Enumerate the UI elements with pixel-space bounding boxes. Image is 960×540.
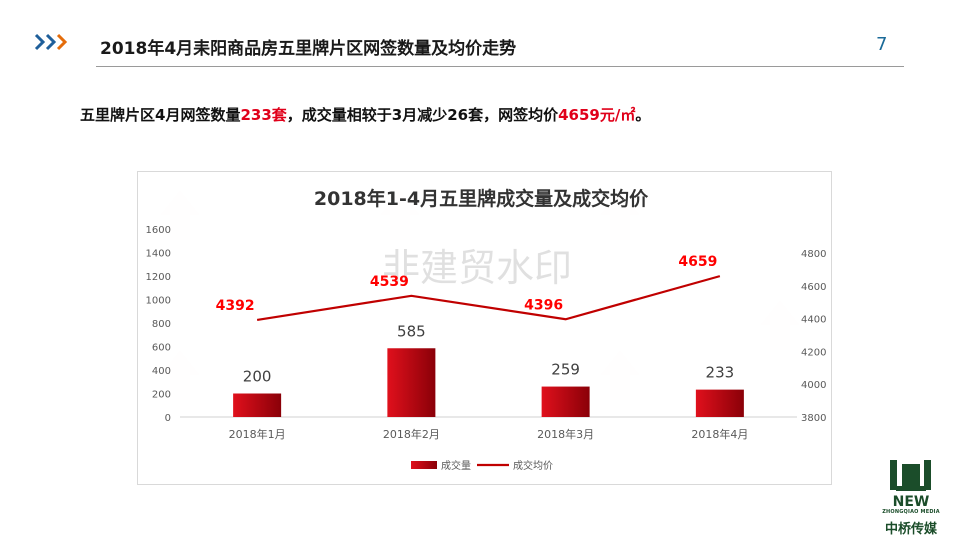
- y-left-tick-label: 400: [152, 366, 171, 377]
- chart-card: [137, 171, 832, 485]
- summary-text: 五里牌片区4月网签数量233套，成交量相较于3月减少26套，网签均价4659元/…: [80, 104, 650, 125]
- summary-part1: 五里牌片区4月网签数量: [80, 106, 241, 124]
- logo-name: 中桥传媒: [884, 522, 937, 537]
- combo-chart: 非建贸水印 2018年1-4月五里牌成交量及成交均价 0 200 400 600 800…: [146, 187, 827, 472]
- bar: [541, 386, 590, 417]
- chart-title: 2018年1-4月五里牌成交量及成交均价: [314, 187, 649, 210]
- y-left-tick-label: 1000: [146, 296, 171, 307]
- y-left-tick-label: 600: [152, 343, 171, 354]
- price-line: [256, 275, 721, 321]
- header-divider: [96, 66, 904, 67]
- y-right-tick-label: 4200: [801, 347, 826, 358]
- y-right-tick-label: 4000: [801, 380, 826, 391]
- summary-count: 233套: [240, 106, 287, 124]
- page-title: 2018年4月耒阳商品房五里牌片区网签数量及均价走势: [100, 39, 517, 59]
- line-data-label: 4659: [678, 254, 717, 270]
- line-data-labels: 4392 4539 4396 4659: [216, 254, 718, 314]
- legend-label-bar: 成交量: [441, 459, 471, 472]
- bar: [695, 389, 744, 417]
- zhongqiao-logo: NEW: [890, 460, 931, 510]
- chevron-arrows-icon: [34, 33, 68, 51]
- line-data-label: 4392: [216, 298, 255, 314]
- x-tick-label: 2018年4月: [691, 427, 748, 441]
- bar-data-label: 259: [551, 361, 580, 379]
- bar-data-labels: 200 585 259 233: [243, 322, 734, 385]
- line-data-label: 4539: [370, 274, 409, 290]
- page-number: 7: [876, 34, 888, 55]
- y-left-tick-label: 800: [152, 319, 171, 330]
- bar-data-label: 200: [243, 368, 272, 386]
- y-axis-right: 3800 4000 4200 4400 4600 4800: [801, 249, 826, 424]
- watermark-center-text: 非建贸水印: [382, 246, 572, 290]
- y-left-tick-label: 1200: [146, 272, 171, 283]
- y-left-tick-label: 1600: [146, 225, 171, 236]
- x-axis-labels: 2018年1月 2018年2月 2018年3月 2018年4月: [229, 427, 749, 441]
- bar: [387, 348, 436, 417]
- legend: 成交量 成交均价: [411, 459, 553, 472]
- y-right-tick-label: 3800: [801, 413, 826, 424]
- logo-new: NEW: [893, 494, 930, 510]
- x-tick-label: 2018年1月: [229, 427, 286, 441]
- bar-data-label: 585: [397, 322, 426, 340]
- y-left-tick-label: 0: [165, 413, 171, 424]
- bar-data-label: 233: [706, 364, 735, 382]
- summary-part3: 。: [635, 106, 651, 124]
- y-axis-left: 0 200 400 600 800 1000 1200 1400 1600: [146, 225, 171, 424]
- x-tick-label: 2018年3月: [537, 427, 594, 441]
- y-left-tick-label: 1400: [146, 249, 171, 260]
- summary-part2: ，成交量相较于3月减少26套，网签均价: [286, 106, 559, 124]
- y-left-tick-label: 200: [152, 390, 171, 401]
- line-data-label: 4396: [524, 297, 563, 313]
- bar-series: [233, 348, 744, 417]
- y-right-tick-label: 4600: [801, 282, 826, 293]
- y-right-tick-label: 4800: [801, 249, 826, 260]
- summary-price: 4659元/㎡: [558, 106, 636, 124]
- legend-label-line: 成交均价: [513, 459, 553, 472]
- bar: [233, 393, 282, 417]
- logo-subtitle: ZHONGQIAO MEDIA: [882, 509, 940, 515]
- legend-swatch-bar: [411, 461, 437, 469]
- x-tick-label: 2018年2月: [383, 427, 440, 441]
- y-right-tick-label: 4400: [801, 315, 826, 326]
